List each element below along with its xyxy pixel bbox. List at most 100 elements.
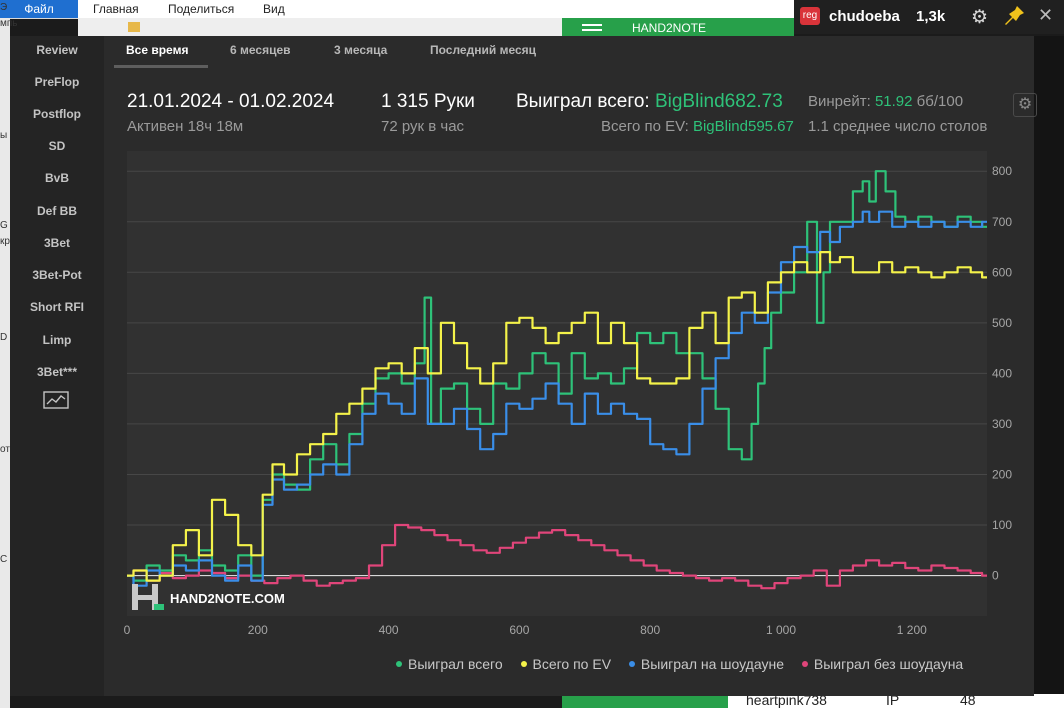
winrate: Винрейт: 51.92 бб/100 bbox=[808, 93, 963, 110]
won-total-label: Выиграл всего: bbox=[516, 91, 650, 112]
sidebar-item-sd[interactable]: SD bbox=[48, 139, 66, 153]
menu-share[interactable]: Поделиться bbox=[168, 2, 235, 16]
x-tick-label: 1 200 bbox=[897, 623, 927, 637]
y-tick-label: 100 bbox=[992, 518, 1012, 532]
sidebar-item-short-rfi[interactable]: Short RFI bbox=[30, 300, 84, 314]
notification-bar: reg chudoeba 1,3k ⚙ ✕ bbox=[794, 0, 1064, 34]
bg-strip-text: ы bbox=[0, 130, 8, 141]
sidebar-item-3bet[interactable]: 3Bet bbox=[43, 236, 70, 250]
bottom-row-pos: IP bbox=[886, 692, 900, 708]
winrate-value: 51.92 bbox=[874, 93, 913, 110]
y-tick-label: 400 bbox=[992, 366, 1012, 380]
hand2note-logo-icon bbox=[132, 584, 164, 610]
gear-icon[interactable]: ⚙ bbox=[971, 7, 989, 28]
sidebar-item-limp[interactable]: Limp bbox=[42, 333, 72, 347]
x-tick-label: 600 bbox=[509, 623, 529, 637]
background-menubar: Файл Главная Поделиться Вид bbox=[0, 0, 800, 19]
x-tick-label: 400 bbox=[379, 623, 399, 637]
chart-x-ticks: 0 200 400 600 800 1 000 1 200 bbox=[124, 623, 927, 637]
bottom-row-value: 48 bbox=[960, 692, 976, 708]
series-line bbox=[127, 523, 987, 590]
series-line bbox=[127, 251, 987, 582]
legend-item-won-total[interactable]: Выиграл всего bbox=[396, 656, 503, 672]
ev-total-value: BigBlind595.67 bbox=[692, 118, 794, 135]
notification-count: 1,3k bbox=[916, 8, 946, 25]
won-total-value: BigBlind682.73 bbox=[654, 91, 783, 112]
sidebar-item-bvb[interactable]: BvB bbox=[44, 171, 69, 185]
legend-item-non-showdown[interactable]: Выиграл без шоудауна bbox=[801, 656, 964, 672]
chart-icon[interactable] bbox=[43, 391, 69, 409]
bottom-row-name: heartpink738 bbox=[746, 692, 827, 708]
y-tick-label: 500 bbox=[992, 316, 1012, 330]
menu-file[interactable]: Файл bbox=[0, 0, 78, 18]
y-tick-label: 600 bbox=[992, 265, 1012, 279]
avg-tables: 1.1 среднее число столов bbox=[808, 118, 988, 135]
legend-item-showdown[interactable]: Выиграл на шоудауне bbox=[628, 656, 784, 672]
bg-strip-text: кр bbox=[0, 236, 10, 247]
sidebar-item-review[interactable]: Review bbox=[36, 43, 78, 57]
hand2note-watermark: HAND2NOTE.COM bbox=[130, 582, 285, 617]
close-icon[interactable]: ✕ bbox=[1038, 5, 1054, 25]
legend-label: Выиграл на шоудауне bbox=[640, 656, 784, 672]
x-tick-label: 1 000 bbox=[766, 623, 796, 637]
hands-count: 1 315 Руки bbox=[381, 91, 475, 112]
menu-view[interactable]: Вид bbox=[263, 2, 285, 16]
active-time: Активен 18ч 18м bbox=[127, 118, 244, 135]
y-tick-label: 800 bbox=[992, 164, 1012, 178]
won-total: Выиграл всего: BigBlind682.73 bbox=[516, 91, 783, 113]
bg-strip-text: Э bbox=[0, 2, 8, 13]
x-tick-label: 200 bbox=[248, 623, 268, 637]
background-left-strip: Э мпь ы G кр D от С bbox=[0, 2, 18, 708]
y-tick-label: 0 bbox=[992, 569, 999, 583]
legend-dot bbox=[396, 661, 402, 668]
hand2note-header[interactable]: HAND2NOTE bbox=[562, 18, 794, 38]
chart-legend: Выиграл всего Всего по EV Выиграл на шоу… bbox=[396, 656, 963, 672]
hands-per-hour: 72 рук в час bbox=[381, 118, 465, 135]
chart-y-ticks: 0 100 200 300 400 500 600 700 800 bbox=[992, 164, 1012, 582]
background-explorer-strip bbox=[78, 18, 568, 36]
hand2note-header-title: HAND2NOTE bbox=[632, 21, 707, 35]
menu-home[interactable]: Главная bbox=[93, 2, 139, 16]
winrate-label: Винрейт: bbox=[808, 93, 871, 110]
bg-strip-text: С bbox=[0, 554, 8, 565]
series-line bbox=[127, 170, 987, 582]
tab-last-month[interactable]: Последний месяц bbox=[430, 43, 537, 57]
legend-dot bbox=[628, 661, 635, 668]
sidebar-item-3bet-stars[interactable]: 3Bet*** bbox=[36, 365, 78, 379]
x-tick-label: 800 bbox=[640, 623, 660, 637]
bg-strip-text: мпь bbox=[0, 18, 18, 29]
legend-dot bbox=[801, 661, 808, 668]
y-tick-label: 300 bbox=[992, 417, 1012, 431]
active-tab-indicator bbox=[114, 65, 208, 68]
username: chudoeba bbox=[829, 8, 900, 25]
legend-label: Выиграл без шоудауна bbox=[813, 656, 964, 672]
bg-strip-text: G bbox=[0, 220, 8, 231]
legend-label: Всего по EV bbox=[532, 656, 612, 672]
background-bottom-green bbox=[562, 694, 728, 708]
ev-total: Всего по EV: BigBlind595.67 bbox=[601, 118, 794, 135]
sidebar-item-def-bb[interactable]: Def BB bbox=[36, 204, 77, 218]
legend-item-ev[interactable]: Всего по EV bbox=[520, 656, 612, 672]
folder-icon bbox=[128, 22, 140, 32]
y-tick-label: 200 bbox=[992, 467, 1012, 481]
background-right-panel bbox=[1034, 36, 1064, 708]
tab-3-months[interactable]: 3 месяца bbox=[334, 43, 388, 57]
ev-total-label: Всего по EV: bbox=[601, 118, 689, 135]
watermark-text: HAND2NOTE.COM bbox=[170, 591, 285, 606]
tab-all-time[interactable]: Все время bbox=[126, 43, 189, 57]
sidebar-item-postflop[interactable]: Postflop bbox=[33, 107, 81, 121]
legend-dot bbox=[520, 661, 527, 668]
chart-settings-gear-icon[interactable]: ⚙ bbox=[1013, 93, 1037, 117]
hamburger-icon[interactable] bbox=[582, 24, 602, 26]
bg-strip-text: от bbox=[0, 444, 10, 455]
x-tick-label: 0 bbox=[124, 623, 131, 637]
reg-badge: reg bbox=[800, 7, 820, 25]
chart-series bbox=[127, 170, 987, 590]
y-tick-label: 700 bbox=[992, 215, 1012, 229]
sidebar-item-preflop[interactable]: PreFlop bbox=[34, 75, 80, 89]
pin-icon[interactable] bbox=[1004, 4, 1026, 28]
series-line bbox=[127, 210, 987, 587]
tab-6-months[interactable]: 6 месяцев bbox=[230, 43, 291, 57]
sidebar-item-3bet-pot[interactable]: 3Bet-Pot bbox=[32, 268, 82, 282]
bg-strip-text: D bbox=[0, 332, 8, 343]
